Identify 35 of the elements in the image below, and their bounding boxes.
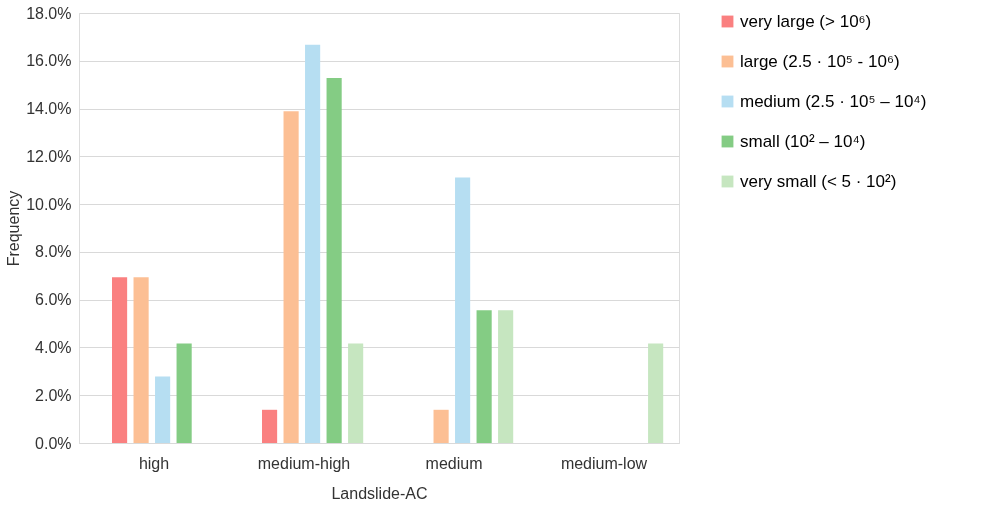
y-tick-label: 8.0%: [35, 243, 72, 261]
bar: [133, 277, 149, 443]
x-axis-title: Landslide-AC: [331, 484, 428, 502]
bar: [648, 343, 664, 443]
bar: [176, 343, 192, 443]
y-tick-label: 0.0%: [35, 434, 72, 452]
y-tick-label: 18.0%: [26, 4, 72, 22]
y-tick-label: 6.0%: [35, 291, 72, 309]
legend-label: small (10² – 10⁴): [740, 131, 866, 151]
bar: [433, 409, 449, 443]
bar: [476, 310, 492, 443]
x-tick-label: medium-high: [257, 454, 351, 472]
bar: [498, 310, 514, 443]
y-tick-label: 12.0%: [26, 147, 72, 165]
bar: [348, 343, 364, 443]
y-tick-label: 2.0%: [35, 386, 72, 404]
bar: [262, 409, 278, 443]
bar: [283, 111, 299, 443]
y-axis-title: Frequency: [5, 190, 23, 267]
y-tick-label: 16.0%: [26, 52, 72, 70]
legend-label: very small (< 5 · 10²): [740, 171, 897, 191]
x-tick-label: high: [138, 454, 170, 472]
y-tick-label: 10.0%: [26, 195, 72, 213]
y-tick-label: 4.0%: [35, 338, 72, 356]
legend-label: large (2.5 · 10⁵ - 10⁶): [740, 51, 900, 71]
bar: [112, 277, 128, 443]
x-tick-label: medium-low: [560, 454, 648, 472]
bar: [305, 44, 321, 443]
legend-label: very large (> 10⁶): [740, 11, 872, 31]
legend-label: medium (2.5 · 10⁵ – 10⁴): [740, 91, 927, 111]
bar: [455, 177, 471, 443]
x-tick-label: medium: [425, 454, 483, 472]
bar: [326, 77, 342, 443]
bar: [155, 376, 171, 443]
y-tick-label: 14.0%: [26, 100, 72, 118]
